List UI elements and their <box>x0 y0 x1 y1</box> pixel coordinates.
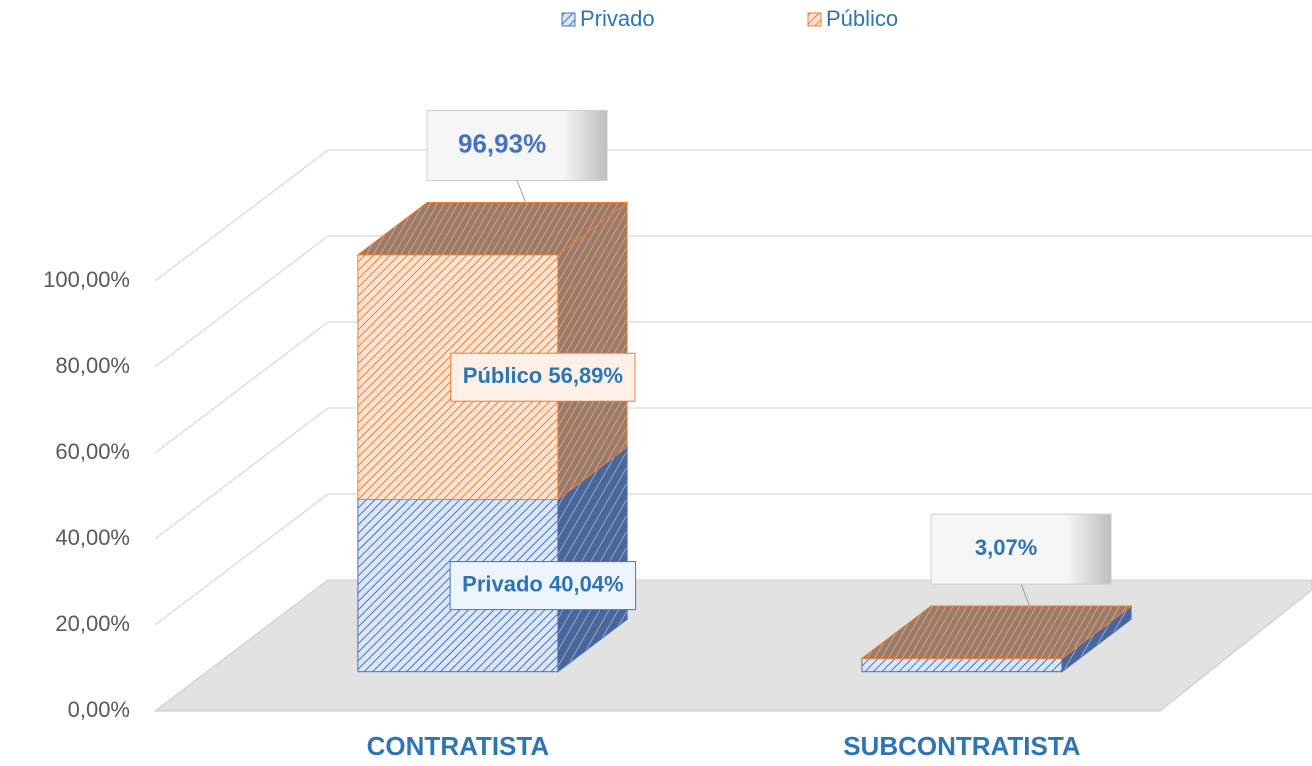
y-tick-label: 40,00% <box>55 525 130 550</box>
x-tick-label: SUBCONTRATISTA <box>843 731 1081 761</box>
floor <box>153 579 1312 712</box>
grid-line <box>154 149 329 282</box>
data-label-box <box>450 352 636 402</box>
data-label: Privado 40,04% <box>462 571 623 596</box>
y-tick-label: 0,00% <box>68 697 130 722</box>
total-label-box <box>426 110 608 182</box>
y-tick-label: 100,00% <box>43 267 130 292</box>
grid-line <box>154 579 329 712</box>
y-tick-label: 20,00% <box>55 611 130 636</box>
y-tick-label: 80,00% <box>55 353 130 378</box>
total-label-box <box>930 513 1112 585</box>
data-label: Público 56,89% <box>463 363 623 388</box>
x-tick-label: CONTRATISTA <box>367 731 550 761</box>
legend-label: Público <box>826 6 898 31</box>
legend-swatch <box>807 12 822 27</box>
bar-top <box>860 605 1133 659</box>
grid-line <box>154 493 329 626</box>
grid-line <box>154 407 329 540</box>
leader-line <box>1020 583 1032 611</box>
legend-swatch <box>561 12 576 27</box>
leader-line <box>516 180 528 207</box>
total-label: 96,93% <box>458 128 546 158</box>
data-label-box <box>449 561 637 611</box>
bar <box>861 657 1063 673</box>
grid-line <box>154 235 329 368</box>
y-tick-label: 60,00% <box>55 439 130 464</box>
total-label: 3,07% <box>975 535 1037 560</box>
grid-line <box>154 321 329 454</box>
legend-label: Privado <box>580 6 655 31</box>
